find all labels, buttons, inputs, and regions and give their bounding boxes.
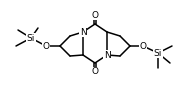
Text: Si: Si	[27, 33, 35, 43]
Text: O: O	[139, 41, 146, 50]
Text: N: N	[104, 50, 110, 60]
Text: N: N	[80, 28, 86, 36]
Text: Si: Si	[154, 49, 162, 57]
Text: O: O	[43, 41, 50, 50]
Text: O: O	[91, 68, 98, 77]
Text: O: O	[91, 11, 98, 20]
